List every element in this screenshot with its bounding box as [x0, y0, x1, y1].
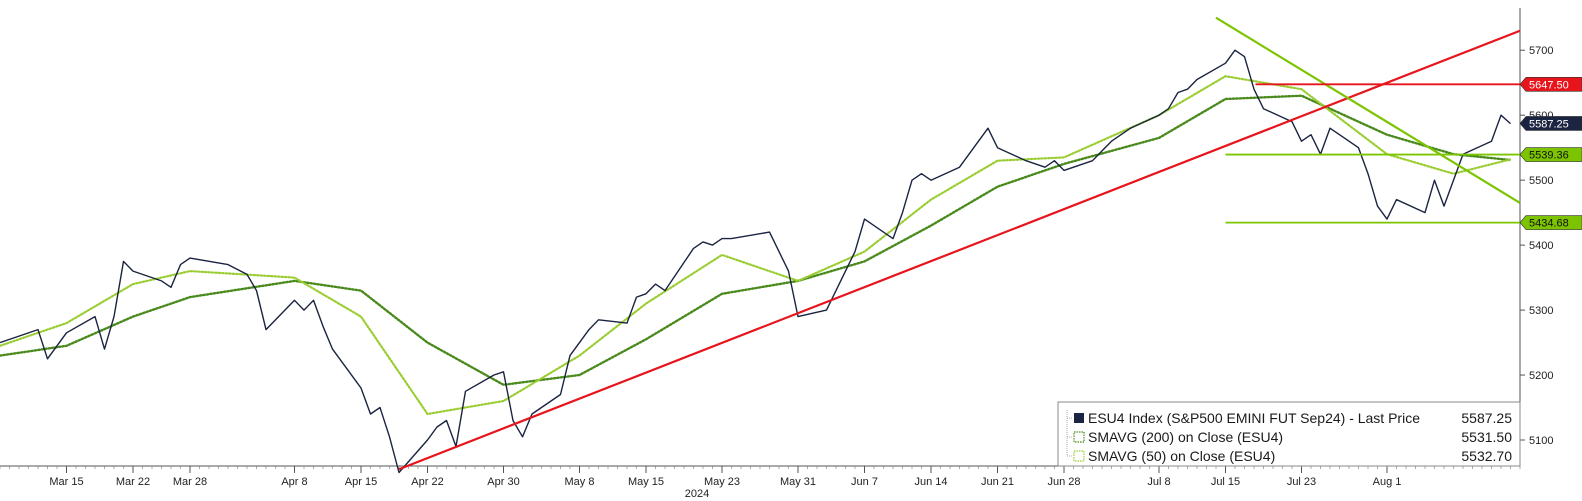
- y-tick-label: 5300: [1529, 305, 1553, 317]
- x-tick-label: Jul 15: [1211, 476, 1240, 488]
- level-tag-1-bg: [1519, 77, 1582, 92]
- y-tick-label: 5500: [1529, 175, 1553, 187]
- legend-value: 5587.25: [1461, 410, 1512, 426]
- y-tick-label: 5700: [1529, 45, 1553, 57]
- x-tick-label: May 15: [628, 476, 664, 488]
- level-tag-3-bg: [1519, 215, 1582, 230]
- x-tick-label: Jul 23: [1287, 476, 1316, 488]
- x-tick-label: May 23: [704, 476, 740, 488]
- x-tick-label: Jun 21: [981, 476, 1014, 488]
- level-tag-1: 5647.50: [1529, 79, 1569, 91]
- price-tags: 5647.50 5539.36 5434.68 5587.25: [1519, 77, 1582, 230]
- price-line: [0, 49, 1511, 474]
- level-tag-2-bg: [1519, 147, 1582, 162]
- sma-200-line: [0, 94, 1512, 387]
- legend-label: SMAVG (200) on Close (ESU4): [1088, 429, 1283, 445]
- x-tick-label: May 31: [780, 476, 816, 488]
- trend-line-2: [1215, 16, 1521, 204]
- x-tick-label: Mar 28: [173, 476, 207, 488]
- x-tick-label: Apr 8: [281, 476, 307, 488]
- x-tick-label: Apr 22: [411, 476, 443, 488]
- series-layer: [0, 49, 1512, 474]
- legend-swatch-price: [1074, 413, 1084, 423]
- last-price-tag: 5587.25: [1529, 118, 1569, 130]
- legend: ESU4 Index (S&P500 EMINI FUT Sep24) - La…: [1057, 401, 1521, 467]
- legend-swatch-1: [1073, 431, 1085, 443]
- y-tick-label: 5200: [1529, 370, 1553, 382]
- y-tick-label: 5100: [1529, 435, 1553, 447]
- x-tick-label: Apr 30: [487, 476, 519, 488]
- x-tick-label: Jul 8: [1147, 476, 1170, 488]
- legend-label: SMAVG (50) on Close (ESU4): [1088, 448, 1275, 464]
- legend-value: 5532.70: [1461, 448, 1512, 464]
- trend-line-1: [398, 29, 1521, 471]
- level-tag-3: 5434.68: [1529, 218, 1569, 230]
- x-tick-label: Mar 22: [116, 476, 150, 488]
- y-axis: 5100520053005400550056005700: [1519, 8, 1553, 466]
- x-tick-label: May 8: [565, 476, 595, 488]
- x-tick-label: Mar 15: [49, 476, 83, 488]
- last-price-tag-bg: [1519, 116, 1582, 131]
- annotation-layer: [398, 16, 1521, 471]
- sma-50-line: [0, 75, 1512, 416]
- x-axis: Mar 15 Mar 22 Mar 28 Apr 8 Apr 15 Apr 22 Apr 3…: [0, 465, 1521, 500]
- legend-label: ESU4 Index (S&P500 EMINI FUT Sep24) - La…: [1088, 410, 1420, 426]
- x-tick-label: Jun 14: [914, 476, 947, 488]
- x-tick-label: Apr 15: [345, 476, 377, 488]
- level-tag-2: 5539.36: [1529, 150, 1569, 162]
- x-tick-label: Jun 28: [1047, 476, 1080, 488]
- legend-box: [1057, 401, 1521, 467]
- x-tick-label: Aug 1: [1373, 476, 1402, 488]
- legend-value: 5531.50: [1461, 429, 1512, 445]
- y-tick-label: 5400: [1529, 240, 1553, 252]
- legend-swatch-2: [1073, 450, 1085, 462]
- x-axis-title: 2024: [685, 488, 709, 500]
- x-tick-label: Jun 7: [851, 476, 878, 488]
